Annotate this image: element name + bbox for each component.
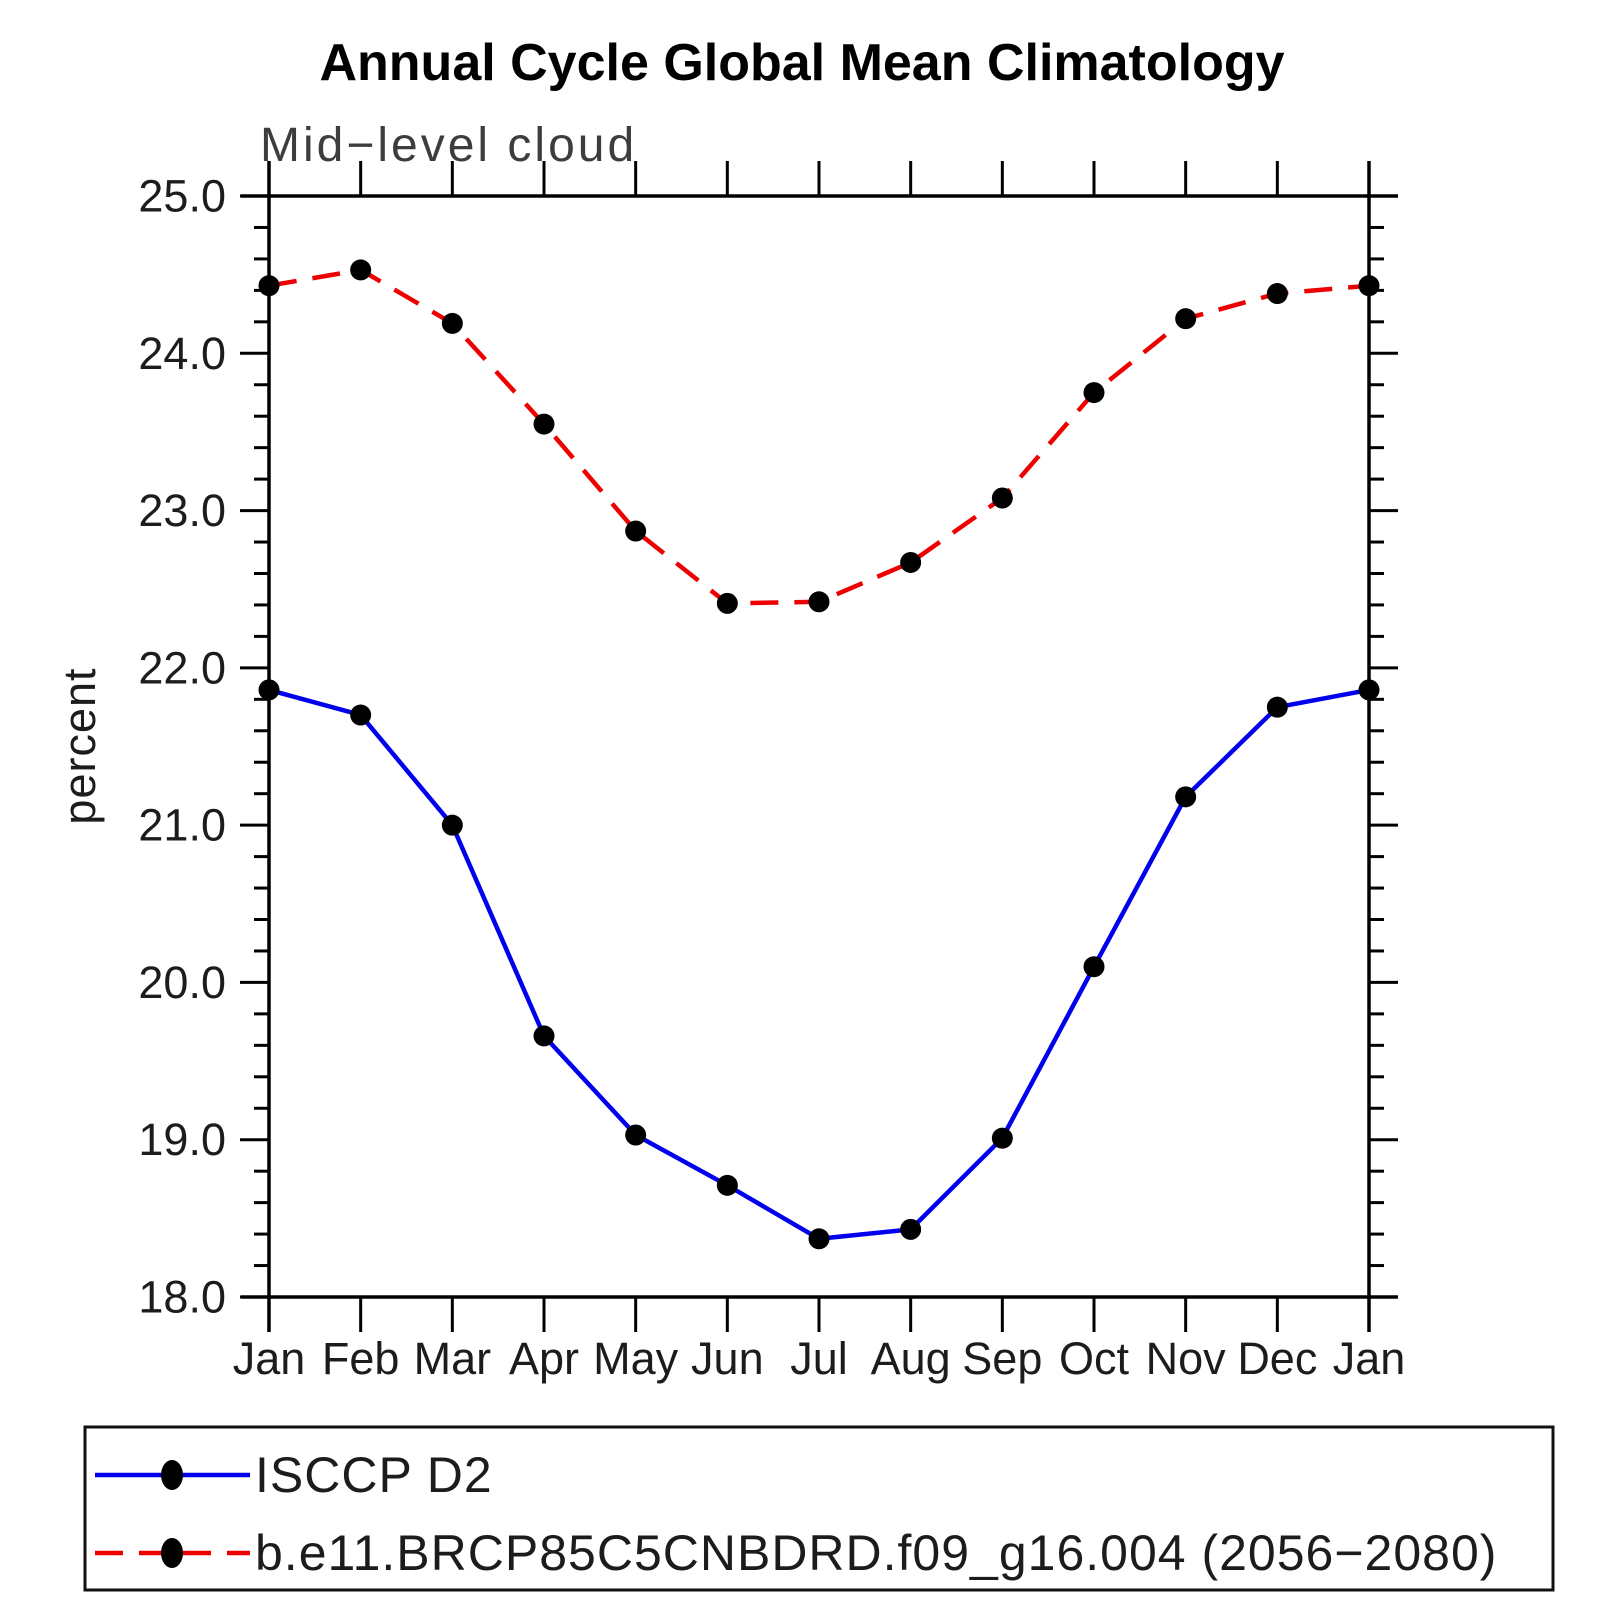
series-model-run [258, 259, 1380, 614]
x-tick-label: Jan [1333, 1333, 1406, 1384]
data-point-marker [1358, 679, 1380, 701]
data-point-marker [1083, 956, 1105, 978]
data-point-marker [808, 591, 830, 613]
x-axis-ticks [267, 161, 1371, 1332]
x-tick-labels: Jan Feb Mar Apr May Jun Jul Aug Sep Oct Nov Dec Jan [233, 1333, 1406, 1384]
y-tick-labels: 25.0 24.0 23.0 22.0 21.0 20.0 19.0 18.0 [138, 171, 226, 1323]
data-point-marker [716, 1174, 738, 1196]
y-tick-label: 23.0 [138, 485, 226, 536]
y-axis-title: percent [54, 667, 105, 824]
data-point-marker [1358, 275, 1380, 297]
data-point-marker [625, 520, 647, 542]
series-line [268, 687, 1370, 1242]
plot-frame [241, 161, 1398, 1332]
legend-label-model-run: b.e11.BRCP85C5CNBDRD.f09_g16.004 (2056−2… [255, 1525, 1497, 1581]
x-tick-label: Aug [871, 1333, 951, 1384]
legend-box [83, 1425, 1555, 1592]
data-point-marker [533, 1025, 555, 1047]
x-tick-label: Jun [691, 1333, 764, 1384]
legend-marker [161, 1538, 183, 1568]
x-tick-label: Dec [1237, 1333, 1317, 1384]
data-point-marker [533, 413, 555, 435]
x-tick-label: Jul [790, 1333, 848, 1384]
x-tick-label: May [593, 1333, 679, 1384]
y-axis-ticks [240, 194, 1398, 1299]
x-tick-label: Apr [509, 1333, 579, 1384]
data-point-marker [991, 1127, 1013, 1149]
y-tick-label: 25.0 [138, 171, 226, 222]
x-tick-label: Nov [1146, 1333, 1227, 1384]
data-point-marker [716, 592, 738, 614]
data-point-marker [1175, 308, 1197, 330]
data-point-marker [808, 1228, 830, 1250]
x-tick-label: Jan [233, 1333, 306, 1384]
data-point-marker [900, 551, 922, 573]
chart-subtitle: Mid−level cloud [260, 119, 637, 172]
data-point-marker [1083, 382, 1105, 404]
data-point-marker [350, 259, 372, 281]
data-point-marker [900, 1218, 922, 1240]
legend: ISCCP D2 b.e11.BRCP85C5CNBDRD.f09_g16.004… [83, 1425, 1555, 1592]
x-tick-label: Mar [414, 1333, 492, 1384]
data-point-marker [350, 704, 372, 726]
x-tick-label: Sep [962, 1333, 1042, 1384]
y-tick-label: 19.0 [138, 1114, 226, 1165]
y-tick-label: 18.0 [138, 1272, 226, 1323]
data-point-marker [1266, 696, 1288, 718]
x-tick-label: Oct [1059, 1333, 1130, 1384]
series-line [268, 267, 1370, 606]
data-point-marker [1175, 786, 1197, 808]
data-point-marker [1266, 283, 1288, 305]
data-point-marker [441, 814, 463, 836]
y-tick-label: 22.0 [138, 642, 226, 693]
y-tick-label: 21.0 [138, 800, 226, 851]
series-isccp-d2 [258, 679, 1380, 1250]
y-tick-label: 24.0 [138, 328, 226, 379]
x-tick-label: Feb [322, 1333, 400, 1384]
legend-marker [161, 1460, 183, 1490]
data-point-marker [991, 487, 1013, 509]
data-point-marker [258, 275, 280, 297]
data-point-marker [258, 679, 280, 701]
data-point-marker [441, 312, 463, 334]
y-tick-label: 20.0 [138, 957, 226, 1008]
data-point-marker [625, 1124, 647, 1146]
chart-title: Annual Cycle Global Mean Climatology [319, 34, 1284, 92]
legend-label-isccp-d2: ISCCP D2 [255, 1447, 493, 1503]
